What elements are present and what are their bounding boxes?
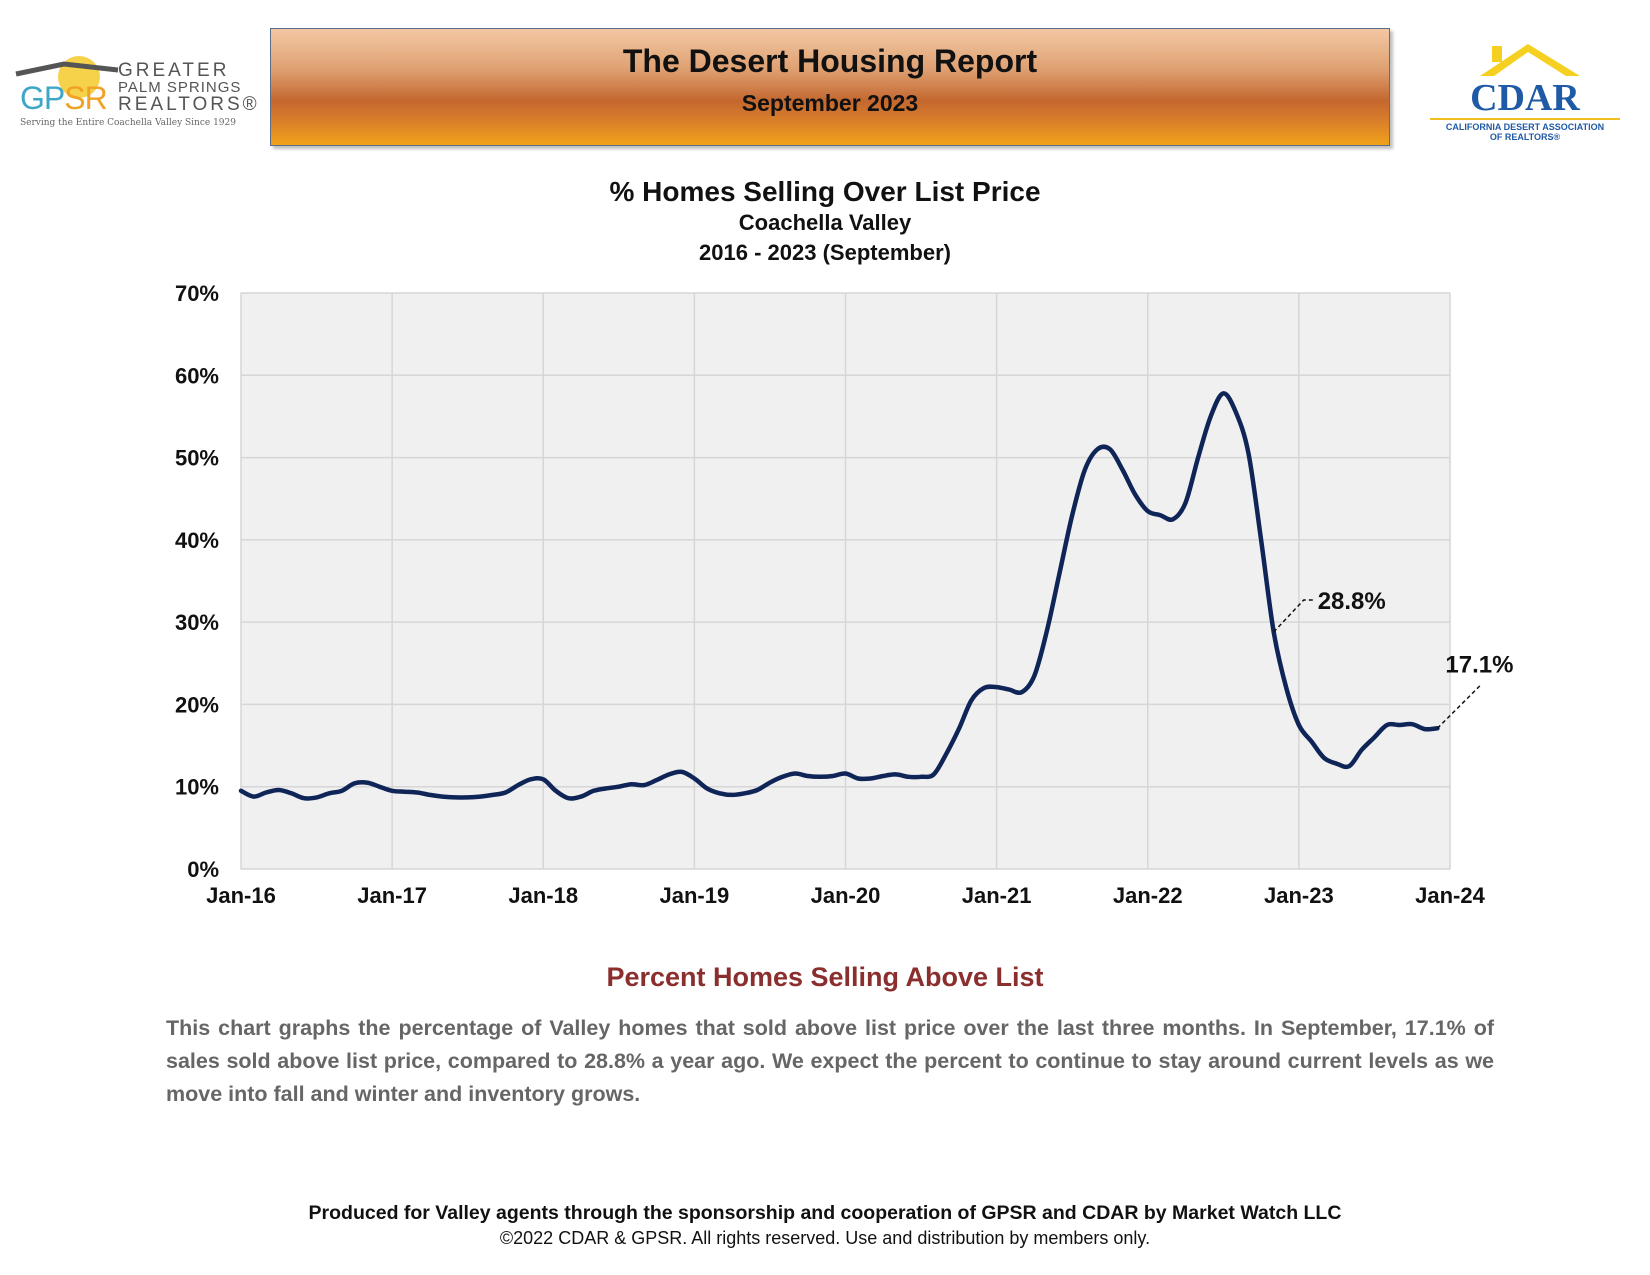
chart-subtitle: Coachella Valley: [738, 210, 912, 235]
chart-subtitle-range: 2016 - 2023 (September): [699, 240, 951, 265]
y-tick-label: 60%: [175, 363, 219, 388]
footer-copyright: ©2022 CDAR & GPSR. All rights reserved. …: [499, 1228, 1151, 1248]
y-tick-label: 0%: [187, 857, 219, 882]
y-tick-label: 40%: [175, 528, 219, 553]
x-tick-label: Jan-18: [508, 883, 578, 908]
cdar-line1: CALIFORNIA DESERT ASSOCIATION: [1445, 122, 1605, 132]
gpsr-line2: PALM SPRINGS: [118, 79, 242, 96]
section-heading: Percent Homes Selling Above List: [606, 962, 1044, 992]
y-axis-ticks: 0% 10% 20% 30% 40% 50% 60% 70%: [175, 281, 219, 882]
cdar-subtext: CALIFORNIA DESERT ASSOCIATION OF REALTOR…: [1420, 122, 1630, 142]
report-subtitle: September 2023: [741, 90, 919, 116]
annotation-leader: [1273, 599, 1314, 633]
grid-lines: [240, 292, 1451, 870]
cdar-divider: [1430, 118, 1620, 120]
report-banner: The Desert Housing Report September 2023: [270, 28, 1390, 146]
x-tick-label: Jan-20: [811, 883, 881, 908]
y-tick-label: 50%: [175, 446, 219, 471]
section-description: This chart graphs the percentage of Vall…: [166, 1016, 1494, 1106]
cdar-logo: CDAR CALIFORNIA DESERT ASSOCIATION OF RE…: [1420, 40, 1630, 142]
x-axis-ticks: Jan-16 Jan-17 Jan-18 Jan-19 Jan-20 Jan-21 Jan-…: [206, 883, 1485, 908]
x-tick-label: Jan-19: [660, 883, 730, 908]
footer-credit: Produced for Valley agents through the s…: [308, 1202, 1342, 1224]
cdar-mark: CDAR: [1470, 77, 1580, 119]
y-tick-label: 70%: [175, 281, 219, 306]
annotation-leader: [1436, 683, 1482, 729]
annotation-label: 17.1%: [1445, 651, 1513, 678]
x-tick-label: Jan-22: [1113, 883, 1183, 908]
chart-title: % Homes Selling Over List Price: [609, 176, 1041, 207]
gpsr-line3: REALTORS®: [118, 94, 260, 115]
x-tick-label: Jan-23: [1264, 883, 1334, 908]
x-tick-label: Jan-17: [357, 883, 427, 908]
annotation-label: 28.8%: [1318, 588, 1386, 615]
annotations: 28.8% 17.1%: [1273, 588, 1513, 729]
y-tick-label: 20%: [175, 692, 219, 717]
series-line: [238, 391, 1440, 801]
x-tick-label: Jan-16: [206, 883, 276, 908]
y-tick-label: 30%: [175, 610, 219, 635]
x-tick-label: Jan-21: [962, 883, 1032, 908]
gpsr-mark: GPSR: [20, 80, 108, 116]
gpsr-logo: GPSR GREATER PALM SPRINGS REALTORS® Serv…: [14, 50, 257, 130]
series-group: [238, 391, 1440, 801]
y-tick-label: 10%: [175, 775, 219, 800]
house-roof-icon: [1480, 44, 1580, 76]
gpsr-tagline: Serving the Entire Coachella Valley Sinc…: [20, 118, 236, 128]
cdar-line2: OF REALTORS®: [1489, 132, 1561, 142]
line-chart: 0%10%20%30%40%50%60%70% Jan-16 Jan-17 Jan-…: [175, 281, 1513, 908]
roof-icon: [15, 61, 119, 77]
report-title: The Desert Housing Report: [622, 43, 1038, 79]
gpsr-line1: GREATER: [118, 60, 230, 81]
gpsr-wordmark: GREATER PALM SPRINGS REALTORS®: [118, 60, 260, 115]
x-tick-label: Jan-24: [1415, 883, 1485, 908]
